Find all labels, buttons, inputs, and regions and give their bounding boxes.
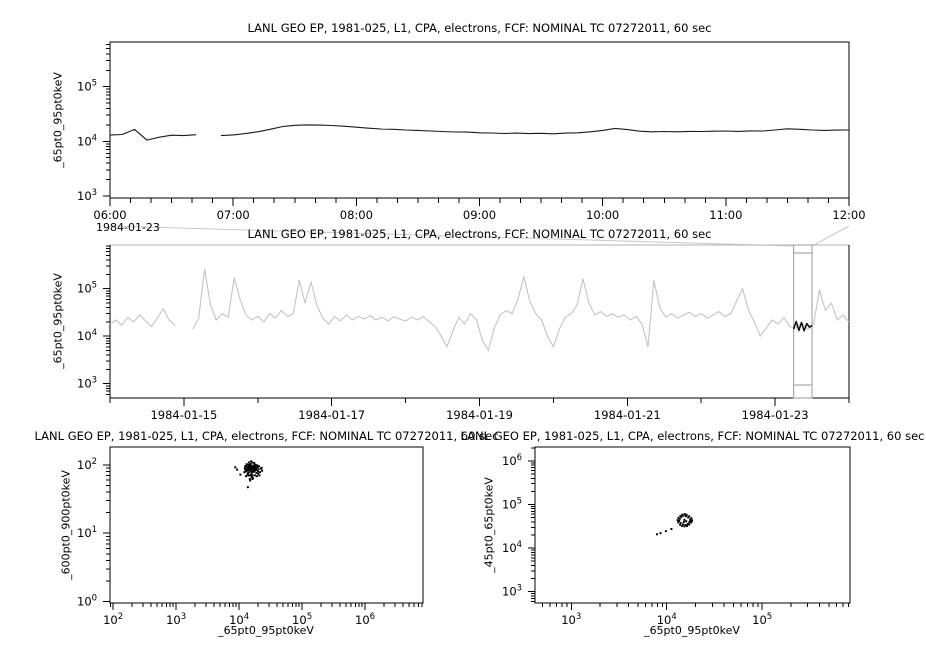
context-connectors — [109, 225, 850, 247]
scatter-right-plot-area[interactable]: 103 104 105 106 103 104 105 — [502, 446, 851, 627]
scatter-left-x-tick-label: 102 — [103, 612, 123, 627]
top-y-tick-label: 105 — [77, 79, 97, 94]
scatter-left-x-tick-label: 104 — [229, 612, 249, 627]
scatter-right-title: LANL GEO EP, 1981-025, L1, CPA, electron… — [460, 429, 925, 443]
plot-border — [109, 41, 850, 199]
scatter-right-x-tick-label: 104 — [657, 612, 677, 627]
scatter-right-y-axis-label: _45pt0_65pt0keV — [482, 477, 496, 573]
overview-y-tick-label: 103 — [77, 376, 97, 391]
top-x-tick-label: 12:00 — [832, 208, 865, 222]
overview-series-line — [109, 268, 850, 352]
scatter-left-x-tick-label: 103 — [166, 612, 186, 627]
plot-border — [109, 446, 424, 604]
scatter-left-plot-area[interactable]: 100 101 102 102 103 104 105 106 — [77, 446, 424, 627]
overview-y-tick-label: 105 — [77, 281, 97, 296]
scatter-left-y-axis-label: _600pt0_900pt0keV — [59, 470, 73, 580]
scatter-left-y-tick-label: 102 — [77, 457, 97, 472]
overview-x-tick-label: 1984-01-15 — [150, 408, 217, 422]
overview-plot-area[interactable]: 103 104 105 1984-01-15 1984-01-17 1984-01-19 1… — [77, 244, 850, 422]
scatter-right-y-tick-label: 104 — [502, 540, 522, 555]
scatter-left-points — [234, 460, 264, 489]
scatter-left-y-tick-label: 101 — [77, 525, 97, 540]
scatter-left-x-tick-label: 105 — [292, 612, 312, 627]
top-y-tick-label: 104 — [77, 133, 97, 148]
overview-highlight-segment — [792, 320, 813, 332]
top-x-tick-label: 11:00 — [709, 208, 742, 222]
top-plot-area[interactable]: 103 104 105 06:00 07:00 08:00 09:00 10:00 11:00 1… — [77, 41, 866, 222]
scatter-right-y-tick-label: 106 — [502, 453, 522, 468]
selection-box[interactable] — [792, 244, 813, 399]
overview-y-tick-label: 104 — [77, 328, 97, 343]
overview-x-tick-label: 1984-01-23 — [742, 408, 809, 422]
overview-y-axis-label: _65pt0_95pt0keV — [51, 273, 65, 369]
overview-x-tick-label: 1984-01-17 — [298, 408, 365, 422]
top-x-axis-date-label: 1984-01-23 — [96, 221, 160, 234]
scatter-right-y-tick-label: 103 — [502, 584, 522, 599]
top-series-line — [109, 124, 850, 141]
plot-border — [534, 446, 851, 604]
top-y-tick-label: 103 — [77, 188, 97, 203]
scatter-right-points — [656, 513, 693, 536]
scatter-left-x-axis-label: _65pt0_95pt0keV — [218, 624, 314, 637]
scatter-right-y-tick-label: 105 — [502, 497, 522, 512]
top-x-tick-label: 10:00 — [586, 208, 619, 222]
scatter-left-title: LANL GEO EP, 1981-025, L1, CPA, electron… — [34, 429, 499, 443]
scatter-right-x-tick-label: 103 — [561, 612, 581, 627]
top-x-tick-label: 08:00 — [340, 208, 373, 222]
top-y-axis-label: _65pt0_95pt0keV — [51, 72, 65, 168]
connector-left-line — [109, 225, 794, 247]
scatter-right-x-axis-label: _65pt0_95pt0keV — [644, 624, 740, 637]
scatter-right-x-tick-label: 105 — [752, 612, 772, 627]
overview-x-tick-label: 1984-01-19 — [446, 408, 513, 422]
connector-right-line — [811, 225, 850, 247]
top-panel-title: LANL GEO EP, 1981-025, L1, CPA, electron… — [247, 21, 712, 35]
scatter-left-y-tick-label: 100 — [77, 594, 97, 609]
top-x-tick-label: 06:00 — [93, 208, 126, 222]
scatter-left-x-tick-label: 106 — [355, 612, 375, 627]
top-x-tick-label: 09:00 — [463, 208, 496, 222]
top-x-tick-label: 07:00 — [217, 208, 250, 222]
overview-panel-title: LANL GEO EP, 1981-025, L1, CPA, electron… — [247, 227, 712, 241]
overview-x-tick-label: 1984-01-21 — [594, 408, 661, 422]
